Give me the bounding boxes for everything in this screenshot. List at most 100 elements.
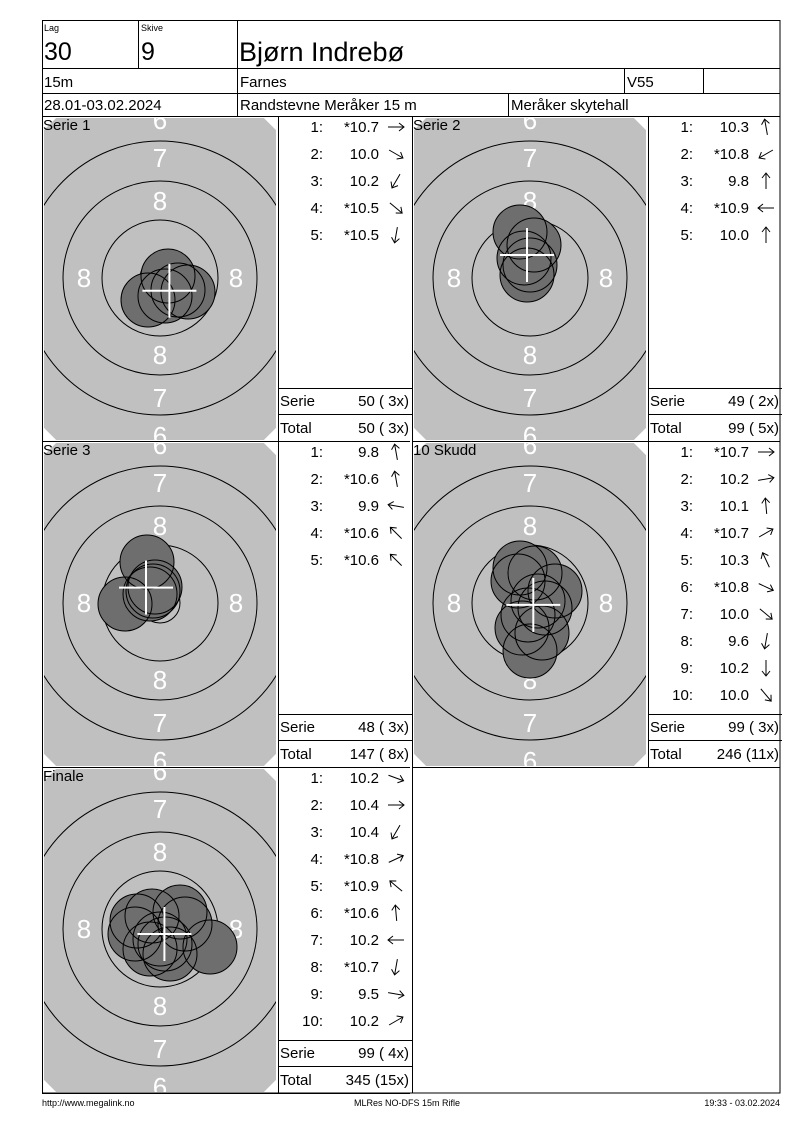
shot-number: 5: [680,552,693,569]
ring-label: 6 [153,430,167,460]
arrow-shaft [389,526,403,540]
total-score: 99 ( 5x) [728,420,779,437]
shot-number: 3: [310,498,323,515]
shot-score: 10.2 [350,173,379,190]
arrow-shaft [394,471,398,487]
shot-number: 4: [310,525,323,542]
footer-program: MLRes NO-DFS 15m Rifle [354,1098,460,1108]
shot-number: 5: [680,227,693,244]
arrow-shaft [391,173,401,189]
shot-hole-edge [125,563,181,619]
direction-arrow [387,935,404,945]
arrow-shaft [388,149,404,159]
shot-number: 9: [680,660,693,677]
ring [62,505,258,701]
direction-arrow [390,824,401,840]
shot-number: 7: [310,932,323,949]
footer-time: 19:33 - 03.02.2024 [704,1098,780,1108]
ring-label: 8 [599,588,613,618]
age-class: V55 [627,74,654,91]
arrow-shaft [391,824,401,840]
direction-arrow [761,226,771,243]
shot-hole-edge [137,268,193,324]
arrow-head [390,832,399,840]
shot-score: *10.9 [714,200,749,217]
ring-label: 6 [523,105,537,135]
arrow-head [389,880,397,888]
direction-arrow [761,633,770,650]
shot-score: 10.4 [350,797,379,814]
ring-label: 6 [523,430,537,460]
direction-arrow [761,660,771,677]
ring [62,180,258,376]
total-score: 50 ( 3x) [358,420,409,437]
direction-arrow [388,149,404,160]
direction-arrow [757,203,774,213]
shot-hole-edge [157,896,213,952]
serie-label: Serie [280,1045,315,1062]
arrow-shaft [758,583,774,591]
ring-label: 8 [523,340,537,370]
shot-number: 1: [310,444,323,461]
panel-title: Serie 3 [43,442,91,459]
direction-arrow [391,227,400,244]
shot-hole-edge [122,566,178,622]
skive-label: Skive [141,23,163,33]
direction-arrow [758,149,774,160]
shot-score: 10.0 [720,687,749,704]
direction-arrow [388,990,405,999]
shot-number: 9: [310,986,323,1003]
arrow-shaft [758,149,774,159]
ring [414,465,646,741]
shot-score: *10.7 [714,525,749,542]
ring-label: 7 [523,708,537,738]
arrow-head [398,122,405,132]
event: Randstevne Meråker 15 m [240,97,417,114]
shot-score: *10.5 [344,227,379,244]
arrow-head [764,694,772,702]
arrow-shaft [389,553,403,567]
shot-score: *10.7 [344,119,379,136]
shot-score: 10.2 [720,471,749,488]
shot-score: *10.6 [344,471,379,488]
ring-label: 8 [229,263,243,293]
serie-label: Serie [280,393,315,410]
shot-number: 1: [680,444,693,461]
shot-hole-edge [124,888,180,944]
ring-label: 7 [153,383,167,413]
shot-score: 10.4 [350,824,379,841]
arrow-head [397,775,405,784]
direction-arrow [758,583,774,593]
arrow-head [391,470,400,477]
arrow-head [760,552,769,560]
venue: Meråker skytehall [511,97,629,114]
ring-label: 7 [523,143,537,173]
shot-score: 10.3 [720,552,749,569]
arrow-shaft [762,552,770,568]
arrow-head [391,904,401,911]
arrow-shaft [764,119,768,135]
arrow-shaft [388,1016,404,1026]
direction-arrow [388,774,405,784]
ring [44,791,276,1067]
shot-hole-edge [496,230,552,286]
serie-score: 50 ( 3x) [358,393,409,410]
arrow-head [396,853,404,862]
direction-arrow [761,172,771,189]
shot-score: 9.8 [728,173,749,190]
shot-hole-edge [506,217,562,273]
shot-number: 4: [680,200,693,217]
arrow-head [761,118,770,125]
footer-url: http://www.megalink.no [42,1098,135,1108]
panel-title: Serie 2 [413,117,461,134]
shot-number: 6: [310,905,323,922]
arrow-head [758,151,766,160]
total-label: Total [280,746,312,763]
ring-label: 8 [77,263,91,293]
arrow-shaft [388,992,404,996]
ring-label: 6 [523,421,537,451]
shot-score: *10.8 [714,146,749,163]
ring-label: 8 [523,511,537,541]
